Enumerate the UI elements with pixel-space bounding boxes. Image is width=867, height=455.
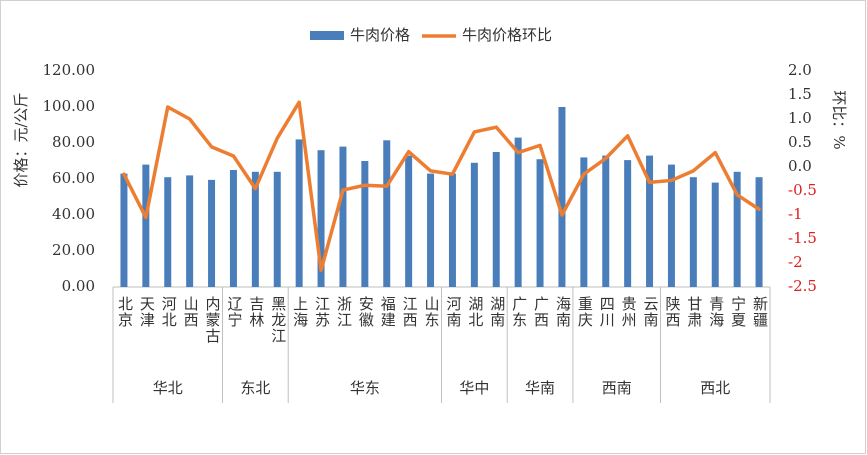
x-tick-label: 新疆 [751, 296, 769, 328]
x-tick-label: 辽宁 [225, 296, 243, 328]
y-tick-label: 40.00 [52, 205, 95, 223]
x-tick-label: 海南 [554, 296, 572, 328]
x-tick-label: 天津 [138, 296, 156, 328]
group-label: 西北 [700, 379, 730, 397]
y2-tick-label: 0.0 [788, 157, 812, 175]
y-tick-label: 20.00 [52, 241, 95, 259]
bar [711, 182, 719, 287]
y2-tick-label: -1.5 [788, 229, 817, 247]
y2-axis-title: 环比：% [830, 90, 848, 149]
y-axis-title: 价格：元/公斤 [12, 92, 30, 187]
y2-tick-label: -0.5 [788, 181, 817, 199]
x-tick-label: 上海 [291, 296, 309, 328]
x-tick-label: 内蒙古 [204, 296, 222, 344]
bar [186, 175, 194, 287]
bar [470, 162, 478, 287]
x-tick-label: 福建 [379, 296, 397, 328]
line [122, 100, 761, 272]
bar [689, 177, 697, 287]
x-tick-label: 安徽 [357, 296, 375, 328]
x-tick-label: 广西 [532, 296, 550, 328]
bar [229, 170, 237, 287]
bar [733, 171, 741, 287]
bar [646, 155, 654, 287]
legend-label: 牛肉价格环比 [462, 26, 552, 44]
y2-tick-label: 1.0 [788, 109, 812, 127]
bar [383, 140, 391, 287]
bar [339, 146, 347, 287]
x-tick-label: 河南 [444, 296, 462, 328]
bar [273, 171, 281, 287]
bar [448, 173, 456, 287]
group-label: 东北 [240, 379, 270, 397]
bar [317, 150, 325, 287]
x-tick-label: 北京 [116, 296, 134, 328]
x-tick-label: 重庆 [576, 296, 594, 328]
bar [427, 173, 435, 287]
x-tick-label: 浙江 [335, 296, 353, 328]
x-tick-label: 黑龙江 [269, 296, 287, 344]
x-tick-label: 云南 [642, 296, 660, 328]
x-tick-label: 湖北 [466, 296, 484, 328]
y-tick-label: 80.00 [52, 133, 95, 151]
group-label: 华东 [350, 379, 380, 397]
bar [164, 177, 172, 287]
bar [602, 155, 610, 287]
legend-swatch [310, 31, 344, 40]
y-tick-label: 60.00 [52, 169, 95, 187]
x-tick-label: 青海 [707, 296, 725, 328]
x-tick-label: 山东 [423, 296, 441, 328]
bar [120, 173, 128, 287]
y2-tick-label: 0.5 [788, 133, 812, 151]
bar [624, 160, 632, 287]
bar [492, 152, 500, 287]
group-label: 西南 [602, 379, 632, 397]
x-tick-label: 宁夏 [729, 296, 747, 328]
y-tick-label: 100.00 [43, 97, 96, 115]
bar [251, 171, 259, 287]
x-tick-label: 吉林 [247, 296, 265, 328]
y2-tick-label: 1.5 [788, 85, 812, 103]
bar [536, 159, 544, 287]
y2-tick-label: 2.0 [788, 61, 812, 79]
x-tick-label: 河北 [160, 296, 178, 328]
bar [361, 161, 369, 287]
y-tick-label: 0.00 [62, 277, 95, 295]
bar [514, 137, 522, 287]
bar [405, 155, 413, 287]
x-tick-label: 广东 [510, 296, 528, 328]
y2-tick-label: -1 [788, 205, 803, 223]
bar [208, 179, 216, 287]
x-tick-label: 四川 [598, 296, 616, 328]
group-label: 华南 [525, 379, 555, 397]
bar [580, 157, 588, 287]
x-tick-label: 江苏 [313, 296, 331, 328]
legend-label: 牛肉价格 [350, 26, 410, 44]
x-tick-label: 湖南 [488, 296, 506, 328]
bar [667, 164, 675, 287]
group-label: 华北 [153, 379, 183, 397]
y2-tick-label: -2 [788, 253, 803, 271]
x-tick-label: 陕西 [663, 296, 681, 328]
group-label: 华中 [459, 379, 489, 397]
bar [142, 164, 150, 287]
y2-tick-label: -2.5 [788, 277, 817, 295]
x-tick-label: 甘肃 [685, 296, 703, 328]
x-tick-label: 江西 [401, 296, 419, 328]
y-tick-label: 120.00 [43, 61, 96, 79]
bar [755, 177, 763, 287]
bar [295, 139, 303, 287]
x-tick-label: 贵州 [620, 296, 638, 328]
x-tick-label: 山西 [182, 296, 200, 328]
bar [558, 107, 566, 287]
